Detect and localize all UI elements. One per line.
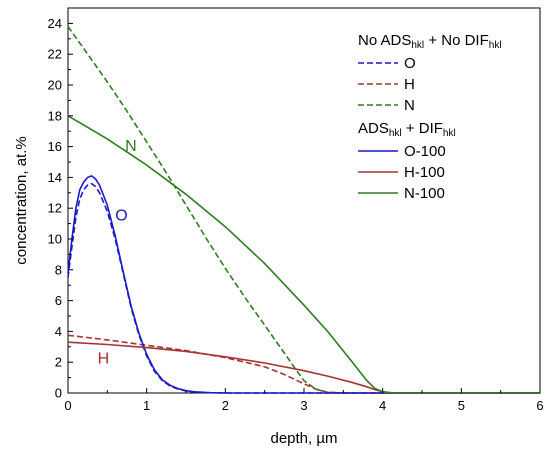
x-tick-label: 2 — [222, 398, 229, 413]
legend-group-title: No ADShkl + No DIFhkl — [358, 32, 502, 51]
y-tick-label: 0 — [55, 386, 62, 401]
y-tick-label: 16 — [48, 139, 62, 154]
y-tick-label: 20 — [48, 78, 62, 93]
legend-label-o: O — [404, 55, 416, 72]
legend-label-n: N — [404, 97, 415, 114]
x-tick-label: 0 — [64, 398, 71, 413]
plot-frame — [67, 7, 541, 394]
y-tick-label: 24 — [48, 16, 62, 31]
legend-label-h: H — [404, 76, 415, 93]
x-tick-label: 4 — [379, 398, 386, 413]
y-tick-label: 12 — [48, 201, 62, 216]
x-tick-label: 1 — [143, 398, 150, 413]
x-tick-label: 3 — [300, 398, 307, 413]
x-axis-title: depth, µm — [270, 430, 337, 447]
y-tick-label: 2 — [55, 355, 62, 370]
x-tick-label: 5 — [458, 398, 465, 413]
series-line-n-100 — [67, 115, 540, 394]
curve-label-h: H — [98, 351, 110, 368]
y-axis-title: concentration, at.% — [13, 136, 30, 264]
curve-labels: N O H — [98, 138, 137, 368]
series-line-n — [67, 26, 540, 394]
y-tick-label: 4 — [55, 324, 62, 339]
legend-label-h-100: H-100 — [404, 164, 445, 181]
legend-group-title: ADShkl + DIFhkl — [358, 120, 456, 139]
curve-label-n: N — [125, 138, 137, 155]
y-tick-label: 10 — [48, 232, 62, 247]
curve-label-o: O — [115, 208, 127, 225]
y-tick-label: 14 — [48, 170, 62, 185]
series-line-h — [67, 334, 540, 394]
y-tick-label: 22 — [48, 47, 62, 62]
series-layer — [67, 26, 540, 394]
x-tick-label: 6 — [536, 398, 543, 413]
series-line-o-100 — [67, 174, 540, 394]
legend: No ADShkl + No DIFhkl OHN ADShkl + DIFhkl O… — [358, 32, 502, 202]
y-tick-label: 6 — [55, 293, 62, 308]
legend-label-n-100: N-100 — [404, 185, 445, 202]
y-tick-label: 18 — [48, 108, 62, 123]
y-tick-label: 8 — [55, 262, 62, 277]
plot-area — [67, 7, 541, 394]
legend-label-o-100: O-100 — [404, 143, 446, 160]
